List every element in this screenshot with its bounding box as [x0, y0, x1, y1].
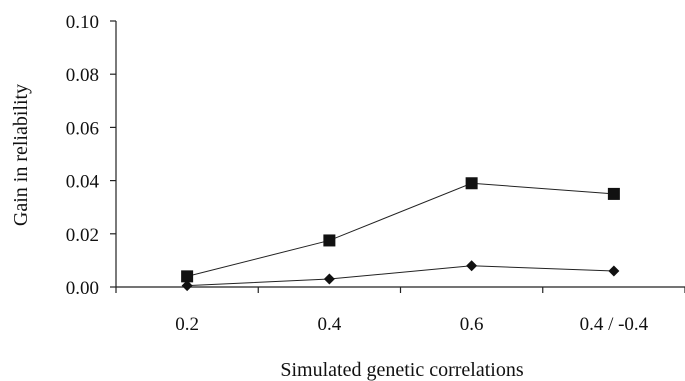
x-axis-ticks: 0.2 0.4 0.6 0.4 / -0.4	[115, 287, 685, 335]
series-2	[181, 260, 620, 292]
y-tick-label: 0.04	[66, 172, 100, 193]
x-tick-label: 0.4 / -0.4	[580, 314, 649, 335]
series-layer	[181, 177, 620, 292]
series-1	[181, 177, 620, 283]
y-tick-label: 0.06	[66, 118, 99, 139]
data-point-square	[323, 234, 336, 247]
data-point-square	[181, 270, 194, 283]
x-tick-label: 0.6	[460, 314, 484, 335]
data-point-square	[607, 187, 620, 200]
x-axis-title: Simulated genetic correlations	[280, 359, 523, 381]
y-tick-label: 0.08	[66, 65, 99, 86]
y-axis-ticks: 0.00 0.02 0.04 0.06 0.08 0.10	[66, 12, 116, 299]
y-axis-title: Gain in reliability	[10, 84, 32, 226]
data-point-diamond	[466, 260, 478, 272]
x-tick-label: 0.2	[175, 314, 199, 335]
data-point-diamond	[181, 280, 193, 292]
x-tick-label: 0.4	[318, 314, 342, 335]
series-line	[187, 182, 614, 277]
y-tick-label: 0.00	[66, 278, 99, 299]
data-point-square	[465, 177, 478, 190]
data-point-diamond	[608, 265, 620, 277]
series-line	[187, 265, 614, 287]
data-point-diamond	[323, 273, 335, 285]
y-tick-label: 0.02	[66, 225, 99, 246]
y-tick-label: 0.10	[66, 12, 99, 33]
